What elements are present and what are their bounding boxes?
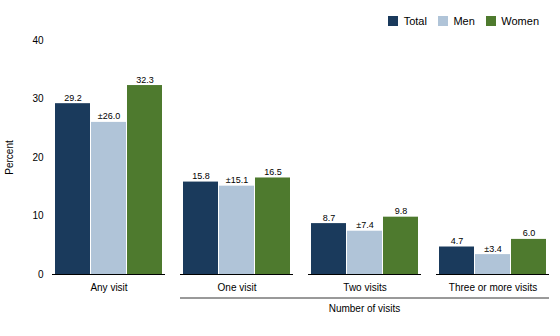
svg-text:16.5: 16.5 [264, 167, 282, 177]
svg-text:8.7: 8.7 [323, 213, 336, 223]
svg-text:±26.0: ±26.0 [98, 111, 120, 121]
svg-text:4.7: 4.7 [451, 236, 464, 246]
svg-text:±7.4: ±7.4 [356, 220, 373, 230]
svg-text:0: 0 [38, 269, 44, 280]
svg-text:Number of visits: Number of visits [329, 303, 401, 314]
svg-text:9.8: 9.8 [395, 206, 408, 216]
html-text:Total: Total [403, 14, 427, 27]
svg-text:30: 30 [32, 93, 44, 104]
svg-text:Three or more visits: Three or more visits [449, 282, 537, 293]
svg-text:20: 20 [32, 152, 44, 163]
svg-text:10: 10 [32, 210, 44, 221]
svg-text:40: 40 [32, 35, 44, 46]
svg-text:±15.1: ±15.1 [226, 175, 248, 185]
html-text:Women: Women [501, 14, 539, 27]
svg-text:15.8: 15.8 [192, 171, 210, 181]
svg-text:6.0: 6.0 [523, 228, 536, 238]
svg-text:32.3: 32.3 [136, 75, 154, 85]
svg-text:Two visits: Two visits [343, 282, 386, 293]
svg-text:Percent: Percent [4, 140, 15, 175]
html-text:Men: Men [453, 14, 475, 27]
svg-text:One visit: One visit [218, 282, 257, 293]
svg-text:Any visit: Any visit [90, 282, 127, 293]
svg-text:±3.4: ±3.4 [484, 244, 501, 254]
svg-text:29.2: 29.2 [64, 93, 82, 103]
